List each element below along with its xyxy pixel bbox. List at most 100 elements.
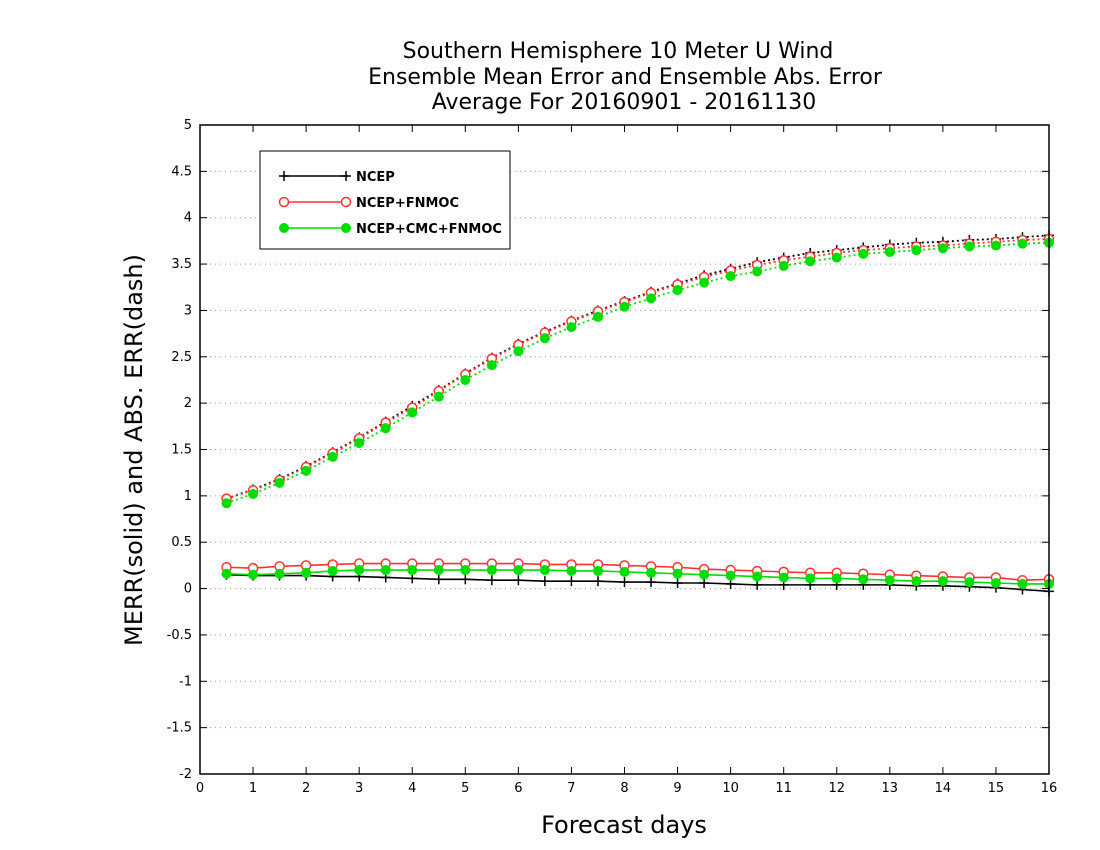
x-tick-label: 7 — [567, 781, 575, 796]
series-layer — [221, 230, 1055, 597]
merr-point — [380, 565, 391, 576]
legend-items: NCEP NCEP+FNMOC NCEP+CMC+FNMOC — [278, 170, 502, 237]
abs-err-point — [407, 407, 418, 418]
abs-err-point — [566, 322, 577, 333]
x-tick-label: 0 — [196, 781, 204, 796]
legend-label: NCEP+FNMOC — [356, 196, 459, 211]
merr-point — [1017, 578, 1028, 589]
merr-point — [407, 565, 418, 576]
y-tick-label: 2 — [184, 396, 192, 411]
merr-point — [646, 577, 657, 588]
merr-point — [327, 565, 338, 576]
merr-point — [592, 565, 603, 576]
merr-point — [486, 575, 497, 586]
abs-err-point — [1017, 238, 1028, 249]
x-tick-label: 11 — [775, 781, 792, 796]
legend-item: NCEP+FNMOC — [278, 196, 459, 211]
abs-err-point — [486, 360, 497, 371]
merr-point — [937, 576, 948, 587]
y-tick-label: 3 — [184, 303, 192, 318]
merr-point — [248, 569, 259, 580]
abs-err-point — [513, 346, 524, 357]
merr-point — [460, 574, 471, 585]
merr-point — [354, 565, 365, 576]
legend-label: NCEP+CMC+FNMOC — [356, 222, 502, 237]
abs-err-point — [937, 243, 948, 254]
chart-title-line-2: Ensemble Mean Error and Ensemble Abs. Er… — [368, 65, 883, 90]
x-tick-label: 15 — [988, 781, 1005, 796]
merr-point — [592, 576, 603, 587]
abs-err-point — [990, 240, 1001, 251]
legend-marker — [279, 171, 289, 181]
y-axis: -2 -1.5 -1 -0.5 0 0.5 1 1.5 2 2.5 3 3.5 4 4.5 5 — [167, 118, 1049, 782]
abs-err-point — [964, 241, 975, 252]
abs-err-point — [805, 256, 816, 267]
legend-item: NCEP — [279, 170, 395, 185]
x-tick-label: 6 — [514, 781, 522, 796]
abs-err-point — [646, 293, 657, 304]
merr-point — [221, 568, 232, 579]
merr-point — [884, 575, 895, 586]
merr-point — [699, 569, 710, 580]
abs-err-point — [884, 247, 895, 258]
x-tick-label: 1 — [249, 781, 257, 796]
y-tick-label: 0.5 — [171, 535, 192, 550]
y-tick-label: 0 — [184, 582, 192, 597]
x-tick-label: 5 — [461, 781, 469, 796]
abs-err-point — [327, 451, 338, 462]
x-tick-label: 9 — [673, 781, 681, 796]
abs-err-point — [699, 277, 710, 288]
y-tick-label: 1.5 — [171, 443, 192, 458]
series-ncep — [221, 230, 1054, 597]
merr-point — [672, 578, 683, 589]
abs-err-point — [301, 465, 312, 476]
x-tick-label: 13 — [882, 781, 899, 796]
y-axis-label: MERR(solid) and ABS. ERR(dash) — [120, 254, 148, 646]
merr-point — [539, 565, 550, 576]
merr-point — [301, 567, 312, 578]
x-tick-label: 14 — [935, 781, 952, 796]
x-tick-label: 3 — [355, 781, 363, 796]
merr-point — [619, 577, 630, 588]
merr-point — [619, 566, 630, 577]
y-tick-label: -1.5 — [167, 721, 192, 736]
x-tick-label: 8 — [620, 781, 628, 796]
merr-point — [752, 571, 763, 582]
abs-err-point — [274, 477, 285, 488]
abs-err-point — [539, 333, 550, 344]
x-tick-label: 12 — [828, 781, 845, 796]
series-ncep-fnmoc — [221, 233, 1055, 586]
legend-box — [259, 150, 511, 250]
chart-title-line-1: Southern Hemisphere 10 Meter U Wind — [403, 39, 834, 64]
merr-point — [460, 565, 471, 576]
legend-label: NCEP — [356, 170, 395, 185]
merr-point — [433, 574, 444, 585]
chart-title: Southern Hemisphere 10 Meter U Wind Ense… — [368, 39, 883, 115]
merr-point — [778, 572, 789, 583]
legend-marker — [341, 223, 351, 233]
abs-err-point — [831, 252, 842, 263]
merr-point — [513, 565, 524, 576]
x-tick-label: 4 — [408, 781, 416, 796]
abs-err-point — [725, 271, 736, 282]
y-tick-label: 5 — [184, 118, 192, 133]
y-tick-label: 3.5 — [171, 257, 192, 272]
chart-title-line-3: Average For 20160901 - 20161130 — [432, 90, 817, 115]
merr-point — [407, 573, 418, 584]
merr-point — [831, 573, 842, 584]
grid-lines — [200, 170, 1049, 729]
merr-point — [805, 573, 816, 584]
x-tick-label: 16 — [1041, 781, 1058, 796]
merr-point — [646, 567, 657, 578]
abs-err-point — [592, 311, 603, 322]
abs-err-point — [911, 245, 922, 256]
merr-point — [964, 577, 975, 588]
merr-point — [513, 575, 524, 586]
abs-err-point — [248, 489, 259, 500]
legend: NCEP NCEP+FNMOC NCEP+CMC+FNMOC — [259, 150, 511, 250]
legend-marker — [278, 196, 290, 208]
merr-point — [725, 570, 736, 581]
abs-err-point — [858, 248, 869, 259]
abs-err-point — [619, 301, 630, 312]
